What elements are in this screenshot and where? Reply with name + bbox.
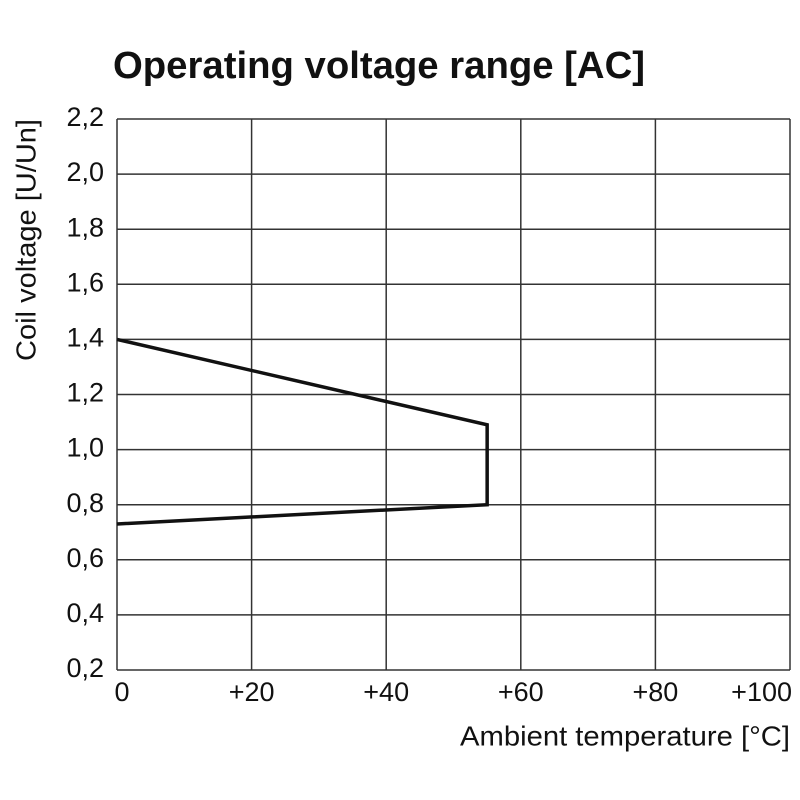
y-tick-label: 2,0 <box>66 157 104 187</box>
y-tick-label: 1,0 <box>66 433 104 463</box>
y-tick-label: 1,8 <box>66 212 104 242</box>
x-tick-label: +100 <box>731 677 792 707</box>
x-axis-label: Ambient temperature [°C] <box>460 720 790 751</box>
y-tick-label: 1,6 <box>66 267 104 297</box>
x-tick-label: +20 <box>229 677 275 707</box>
y-axis-label: Coil voltage [U/Un] <box>10 119 41 361</box>
chart-title: Operating voltage range [AC] <box>113 45 645 87</box>
x-tick-label: +60 <box>498 677 544 707</box>
y-tick-label: 0,8 <box>66 488 104 518</box>
x-tick-label: +40 <box>363 677 409 707</box>
x-tick-label: +80 <box>632 677 678 707</box>
y-tick-label: 0,6 <box>66 543 104 573</box>
data-line <box>116 337 489 526</box>
y-tick-label: 2,2 <box>66 102 104 132</box>
y-tick-label: 0,4 <box>66 598 104 628</box>
y-tick-label: 0,2 <box>66 653 104 683</box>
x-tick-label: 0 <box>114 677 129 707</box>
y-tick-label: 1,4 <box>66 323 104 353</box>
y-tick-label: 1,2 <box>66 378 104 408</box>
